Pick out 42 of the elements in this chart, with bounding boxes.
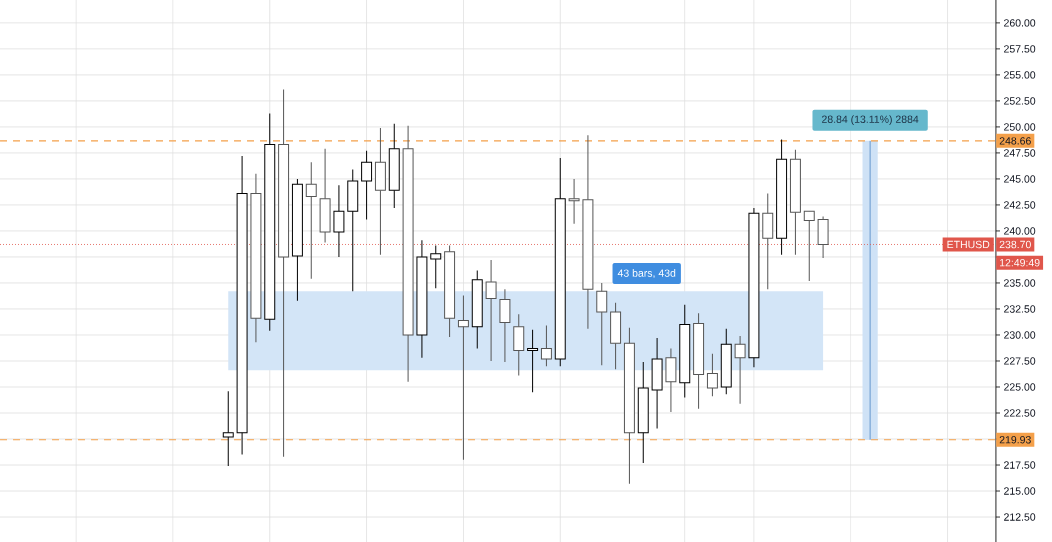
y-tick-label: 217.50 <box>1004 461 1036 469</box>
band-label: 43 bars, 43d <box>617 269 676 279</box>
candlestick <box>527 329 539 393</box>
candlestick <box>665 348 677 413</box>
y-tick-label: 215.00 <box>1004 487 1036 495</box>
y-tick-label: 235.00 <box>1004 279 1036 287</box>
candlestick <box>361 150 373 220</box>
y-tick-label: 227.50 <box>1004 357 1036 365</box>
candlestick <box>803 210 815 282</box>
candlestick <box>485 259 497 362</box>
candlestick <box>430 245 442 289</box>
candlestick <box>596 282 608 366</box>
y-tick-label: 250.00 <box>1004 123 1036 131</box>
y-tick-label: 225.00 <box>1004 383 1036 391</box>
y-tick-label: 255.00 <box>1004 71 1036 79</box>
text: 12:49:49 <box>1000 258 1040 267</box>
candlestick <box>706 353 718 397</box>
candlestick <box>568 178 580 225</box>
y-tick-label: 257.50 <box>1004 45 1036 53</box>
candlestick <box>333 184 345 258</box>
y-tick-label: 245.00 <box>1004 175 1036 183</box>
y-tick-label: 222.50 <box>1004 409 1036 417</box>
y-tick-label: 232.50 <box>1004 305 1036 313</box>
ref-line-label: 238.70 <box>999 240 1031 249</box>
y-tick-label: 247.50 <box>1004 149 1036 157</box>
y-tick-label: 230.00 <box>1004 331 1036 339</box>
ref-line-label: 248.66 <box>999 137 1031 145</box>
annotation: ETHUSD <box>947 240 990 249</box>
candlestick <box>513 313 525 377</box>
y-tick-label: 212.50 <box>1004 513 1036 521</box>
candlestick <box>540 325 552 367</box>
y-tick-label: 252.50 <box>1004 97 1036 105</box>
candlestick <box>499 288 511 363</box>
y-tick-label: 240.00 <box>1004 227 1036 235</box>
annotation: 28.84 (13.11%) 2884 <box>822 115 919 126</box>
candlestick <box>305 161 317 280</box>
y-tick-label: 242.50 <box>1004 201 1036 209</box>
ref-line-label: 219.93 <box>999 436 1031 444</box>
candlestick <box>457 294 469 461</box>
candlestick <box>222 390 234 467</box>
y-tick-label: 260.00 <box>1004 19 1036 27</box>
candlestick <box>734 335 746 405</box>
